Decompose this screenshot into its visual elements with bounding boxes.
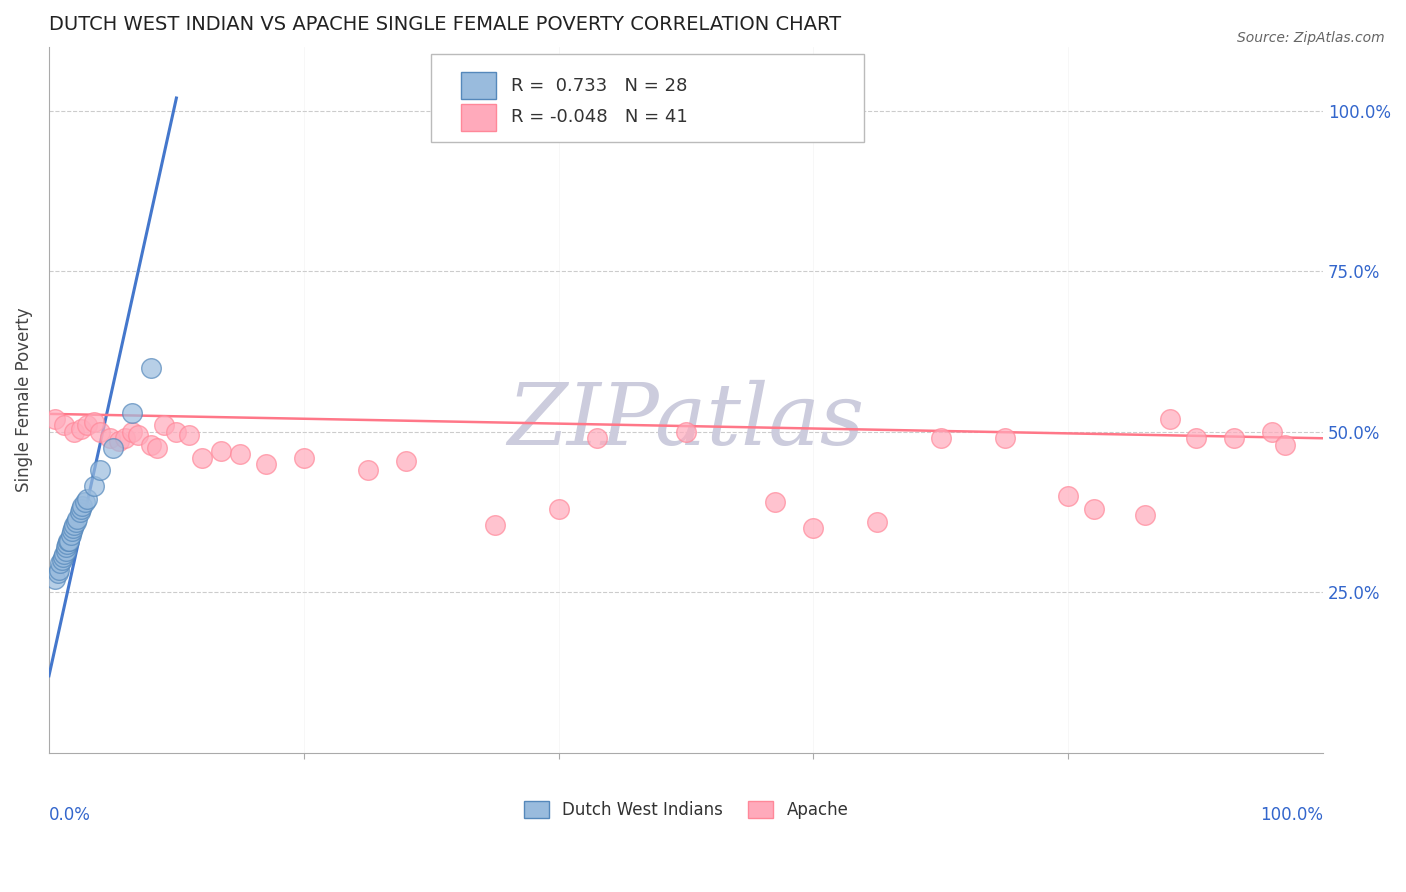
Point bbox=[1184, 431, 1206, 445]
Point bbox=[83, 479, 105, 493]
Point bbox=[83, 415, 105, 429]
Point bbox=[76, 418, 98, 433]
Point bbox=[108, 434, 131, 449]
Point bbox=[53, 547, 76, 561]
Point bbox=[101, 441, 124, 455]
Point bbox=[1057, 489, 1080, 503]
Point bbox=[127, 428, 149, 442]
Point bbox=[58, 533, 80, 548]
Point bbox=[56, 533, 79, 548]
Point bbox=[146, 441, 169, 455]
Point bbox=[209, 444, 232, 458]
Point bbox=[763, 495, 786, 509]
Point bbox=[395, 454, 418, 468]
Point bbox=[63, 425, 86, 439]
Point bbox=[1274, 438, 1296, 452]
Point bbox=[191, 450, 214, 465]
Point bbox=[60, 524, 83, 539]
Point bbox=[292, 450, 315, 465]
Point bbox=[165, 425, 187, 439]
Point bbox=[1159, 412, 1181, 426]
Point bbox=[46, 566, 69, 580]
Point bbox=[152, 418, 174, 433]
Point bbox=[59, 527, 82, 541]
Point bbox=[929, 431, 952, 445]
Point bbox=[48, 563, 70, 577]
Text: ZIPatlas: ZIPatlas bbox=[508, 380, 865, 462]
Point bbox=[69, 422, 91, 436]
Point bbox=[51, 553, 73, 567]
Point bbox=[89, 463, 111, 477]
Point bbox=[114, 431, 136, 445]
Point bbox=[121, 406, 143, 420]
Point bbox=[52, 549, 75, 564]
Text: Source: ZipAtlas.com: Source: ZipAtlas.com bbox=[1237, 31, 1385, 45]
Point bbox=[55, 541, 77, 555]
Point bbox=[62, 521, 84, 535]
FancyBboxPatch shape bbox=[432, 54, 865, 142]
Point bbox=[98, 431, 121, 445]
Y-axis label: Single Female Poverty: Single Female Poverty bbox=[15, 308, 32, 492]
Text: 100.0%: 100.0% bbox=[1260, 805, 1323, 824]
Point bbox=[89, 425, 111, 439]
Text: DUTCH WEST INDIAN VS APACHE SINGLE FEMALE POVERTY CORRELATION CHART: DUTCH WEST INDIAN VS APACHE SINGLE FEMAL… bbox=[49, 15, 841, 34]
Text: R = -0.048   N = 41: R = -0.048 N = 41 bbox=[512, 108, 689, 127]
Point bbox=[53, 418, 76, 433]
Point bbox=[69, 501, 91, 516]
Point bbox=[1261, 425, 1284, 439]
Point bbox=[1133, 508, 1156, 523]
Point bbox=[44, 412, 66, 426]
Point bbox=[254, 457, 277, 471]
Point bbox=[56, 537, 79, 551]
Point bbox=[139, 438, 162, 452]
Text: R =  0.733   N = 28: R = 0.733 N = 28 bbox=[512, 77, 688, 95]
Point bbox=[547, 501, 569, 516]
Bar bbox=[461, 103, 496, 131]
Point bbox=[44, 573, 66, 587]
Point bbox=[70, 499, 93, 513]
Point bbox=[229, 447, 252, 461]
Point bbox=[66, 511, 89, 525]
Point bbox=[55, 543, 77, 558]
Bar bbox=[461, 72, 496, 99]
Point bbox=[121, 425, 143, 439]
Point bbox=[49, 557, 72, 571]
Point bbox=[484, 517, 506, 532]
Point bbox=[586, 431, 609, 445]
Point bbox=[1083, 501, 1105, 516]
Point bbox=[63, 517, 86, 532]
Point bbox=[69, 505, 91, 519]
Point bbox=[179, 428, 201, 442]
Point bbox=[356, 463, 378, 477]
Point bbox=[73, 495, 96, 509]
Point bbox=[994, 431, 1017, 445]
Point bbox=[65, 515, 87, 529]
Point bbox=[866, 515, 889, 529]
Legend: Dutch West Indians, Apache: Dutch West Indians, Apache bbox=[517, 794, 855, 826]
Point bbox=[139, 360, 162, 375]
Point bbox=[803, 521, 825, 535]
Point bbox=[1223, 431, 1246, 445]
Text: 0.0%: 0.0% bbox=[49, 805, 91, 824]
Point bbox=[675, 425, 697, 439]
Point bbox=[76, 492, 98, 507]
